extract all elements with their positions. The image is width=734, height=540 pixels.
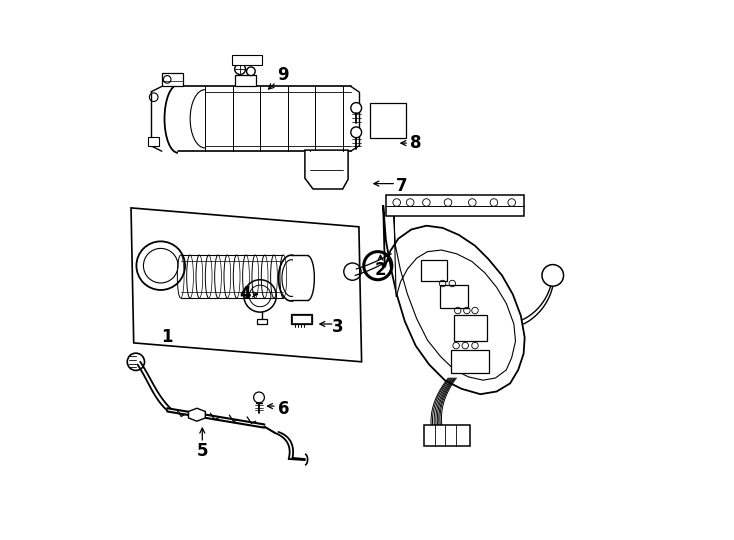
Circle shape <box>423 199 430 206</box>
Polygon shape <box>131 208 362 362</box>
Bar <box>451 350 489 373</box>
Bar <box>292 315 310 323</box>
Circle shape <box>444 199 452 206</box>
Circle shape <box>542 265 564 286</box>
Text: 6: 6 <box>277 400 289 418</box>
Circle shape <box>351 103 362 113</box>
Bar <box>148 137 159 146</box>
Circle shape <box>247 67 255 76</box>
Polygon shape <box>189 408 206 421</box>
Text: 3: 3 <box>332 318 343 336</box>
Circle shape <box>508 199 515 206</box>
Circle shape <box>490 199 498 206</box>
Polygon shape <box>383 205 525 394</box>
Bar <box>161 73 184 86</box>
Bar <box>386 195 523 216</box>
Bar <box>291 314 312 324</box>
Bar <box>421 260 447 281</box>
Circle shape <box>351 127 362 138</box>
Polygon shape <box>394 216 515 380</box>
Bar <box>454 315 487 341</box>
Circle shape <box>468 199 476 206</box>
Text: 2: 2 <box>374 261 386 279</box>
Circle shape <box>254 392 264 403</box>
Text: 5: 5 <box>197 442 208 460</box>
Polygon shape <box>305 150 348 189</box>
Text: 7: 7 <box>396 177 408 195</box>
Circle shape <box>393 199 401 206</box>
Text: 8: 8 <box>410 134 421 152</box>
Bar <box>370 103 407 138</box>
Bar <box>440 285 468 308</box>
Bar <box>232 55 262 65</box>
Text: 9: 9 <box>277 65 289 84</box>
Bar <box>257 319 266 324</box>
Circle shape <box>407 199 414 206</box>
Text: 1: 1 <box>161 328 173 347</box>
Bar <box>424 425 470 446</box>
Bar <box>235 75 256 86</box>
Circle shape <box>235 64 245 75</box>
Text: 4: 4 <box>240 285 251 303</box>
